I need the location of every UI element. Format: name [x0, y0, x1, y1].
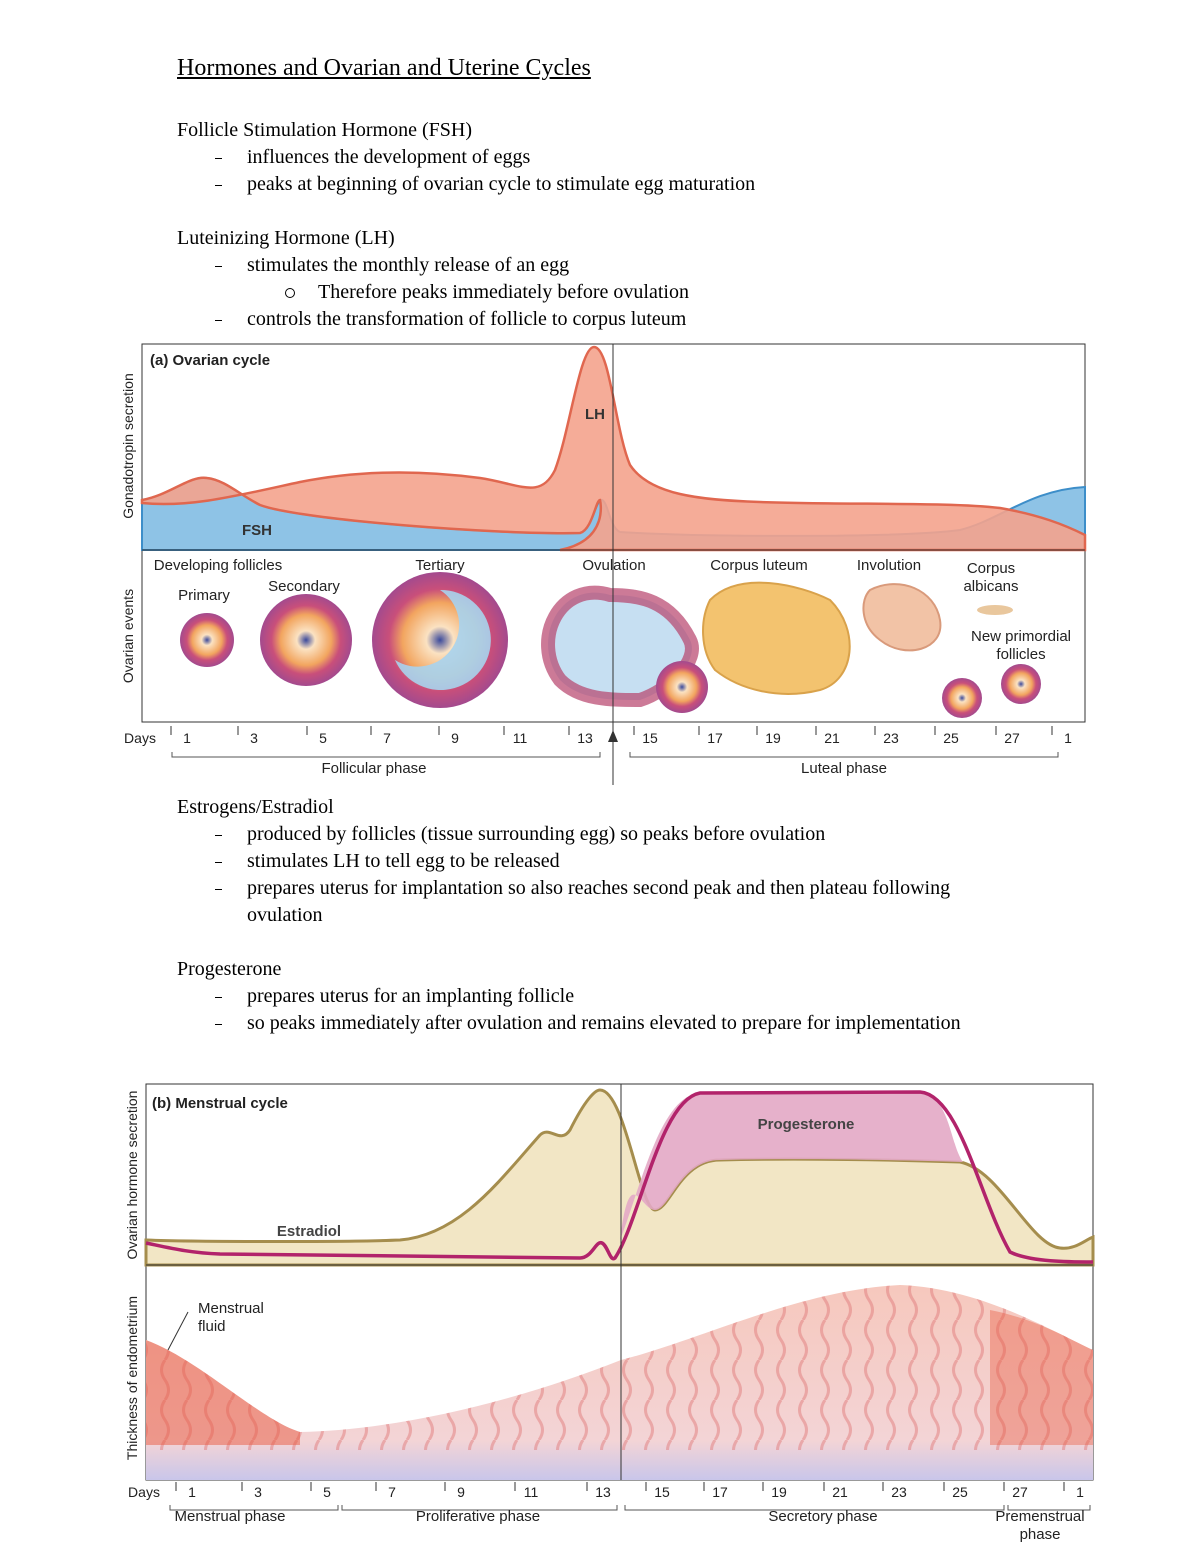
figure-label: New primordial follicles	[970, 628, 1072, 663]
bullet-text: prepares uterus for implantation so also…	[247, 877, 951, 926]
section: Follicle Stimulation Hormone (FSH) influe…	[177, 117, 997, 198]
bullet-text: produced by follicles (tissue surroundin…	[247, 823, 826, 845]
bullet-item: influences the development of eggs	[177, 144, 997, 171]
figure-label: Primary	[178, 587, 230, 604]
day-tick-label: 25	[952, 1484, 968, 1500]
figure-label: Ovulation	[582, 557, 646, 574]
days-label: Days	[124, 730, 156, 746]
bullet-dash	[215, 158, 222, 159]
sub-bullet-text: Therefore peaks immediately before ovula…	[318, 281, 689, 303]
bullet-dash	[215, 862, 222, 863]
day-tick-label: 23	[883, 730, 899, 746]
figure-label: Estradiol	[276, 1223, 342, 1240]
day-tick-label: 17	[707, 730, 723, 746]
phase-label: Proliferative phase	[415, 1508, 541, 1525]
bullet-text: stimulates the monthly release of an egg	[247, 254, 570, 276]
section-heading: Estrogens/Estradiol	[177, 796, 334, 818]
section-heading: Luteinizing Hormone (LH)	[177, 227, 395, 249]
phase-label: Menstrual phase	[174, 1508, 286, 1525]
section: Progesterone prepares uterus for an impla…	[177, 956, 997, 1037]
bullet-dash	[215, 835, 222, 836]
bullet-text: peaks at beginning of ovarian cycle to s…	[247, 173, 756, 195]
day-tick-label: 11	[523, 1484, 539, 1500]
day-tick-label: 5	[319, 730, 327, 746]
day-tick-label: 11	[512, 730, 528, 746]
figure-label: LH	[585, 406, 605, 423]
panel-title: (a) Ovarian cycle	[150, 352, 271, 369]
figure-label: Developing follicles	[153, 557, 283, 574]
day-tick-label: 3	[250, 730, 258, 746]
bullet-text: prepares uterus for an implanting follic…	[247, 985, 575, 1007]
figure-label: Secondary	[268, 578, 340, 595]
phase-label: Premenstrual phase	[995, 1508, 1085, 1543]
days-label: Days	[128, 1484, 160, 1500]
phase-label: Luteal phase	[801, 760, 887, 777]
day-tick-label: 23	[891, 1484, 907, 1500]
bullet-item: controls the transformation of follicle …	[177, 306, 997, 333]
day-tick-label: 9	[451, 730, 459, 746]
figure-label: Menstrual fluid	[198, 1300, 264, 1335]
figure-label: FSH	[242, 522, 272, 539]
title: Hormones and Ovarian and Uterine Cycles	[177, 55, 591, 81]
day-tick-label: 19	[765, 730, 781, 746]
day-tick-label: 13	[577, 730, 593, 746]
bullet-item: prepares uterus for an implanting follic…	[177, 983, 997, 1010]
day-tick-label: 1	[188, 1484, 196, 1500]
day-tick-label: 5	[323, 1484, 331, 1500]
bullet-item: peaks at beginning of ovarian cycle to s…	[177, 171, 997, 198]
panel-title: (b) Menstrual cycle	[152, 1095, 288, 1112]
bullet-dash	[215, 185, 222, 186]
figure-label: Involution	[856, 557, 922, 574]
bullet-item: so peaks immediately after ovulation and…	[177, 1010, 997, 1037]
day-tick-label: 1	[183, 730, 191, 746]
axis-label: Ovarian events	[120, 588, 136, 684]
bullet-text: so peaks immediately after ovulation and…	[247, 1012, 961, 1034]
phase-label: Secretory phase	[768, 1508, 878, 1525]
bullet-item: prepares uterus for implantation so also…	[177, 875, 997, 929]
section: Luteinizing Hormone (LH) stimulates the m…	[177, 225, 997, 333]
bullet-item: stimulates the monthly release of an egg	[177, 252, 997, 279]
day-tick-label: 21	[832, 1484, 848, 1500]
bullet-item: produced by follicles (tissue surroundin…	[177, 821, 997, 848]
figure-label: Corpus luteum	[710, 557, 808, 574]
bullet-dash	[215, 997, 222, 998]
bullet-circle	[285, 288, 295, 298]
day-tick-label: 13	[595, 1484, 611, 1500]
bullet-dash	[215, 889, 222, 890]
day-tick-label: 1	[1064, 730, 1072, 746]
axis-label: Gonadotropin secretion	[120, 373, 136, 519]
bullet-dash	[215, 1024, 222, 1025]
day-tick-label: 15	[642, 730, 658, 746]
bullet-item: stimulates LH to tell egg to be released	[177, 848, 997, 875]
figure-label: Corpus albicans	[963, 560, 1019, 595]
day-tick-label: 3	[254, 1484, 262, 1500]
figure-label: Tertiary	[415, 557, 465, 574]
day-tick-label: 25	[943, 730, 959, 746]
section-heading: Progesterone	[177, 958, 282, 980]
day-tick-label: 1	[1076, 1484, 1084, 1500]
bullet-dash	[215, 266, 222, 267]
bullet-dash	[215, 320, 222, 321]
day-tick-label: 15	[654, 1484, 670, 1500]
day-tick-label: 7	[383, 730, 391, 746]
bullet-text: influences the development of eggs	[247, 146, 531, 168]
section-heading: Follicle Stimulation Hormone (FSH)	[177, 119, 472, 141]
day-tick-label: 21	[824, 730, 840, 746]
axis-label: Thickness of endometrium	[124, 1295, 140, 1461]
day-tick-label: 7	[388, 1484, 396, 1500]
day-tick-label: 19	[771, 1484, 787, 1500]
sub-bullet-item: Therefore peaks immediately before ovula…	[177, 279, 997, 306]
day-tick-label: 17	[712, 1484, 728, 1500]
bullet-text: stimulates LH to tell egg to be released	[247, 850, 560, 872]
axis-label: Ovarian hormone secretion	[124, 1090, 140, 1260]
phase-label: Follicular phase	[321, 760, 427, 777]
day-tick-label: 27	[1004, 730, 1020, 746]
section: Estrogens/Estradiol produced by follicles…	[177, 794, 997, 929]
bullet-text: controls the transformation of follicle …	[247, 308, 687, 330]
figure-label: Progesterone	[757, 1116, 855, 1133]
day-tick-label: 9	[457, 1484, 465, 1500]
day-tick-label: 27	[1012, 1484, 1028, 1500]
